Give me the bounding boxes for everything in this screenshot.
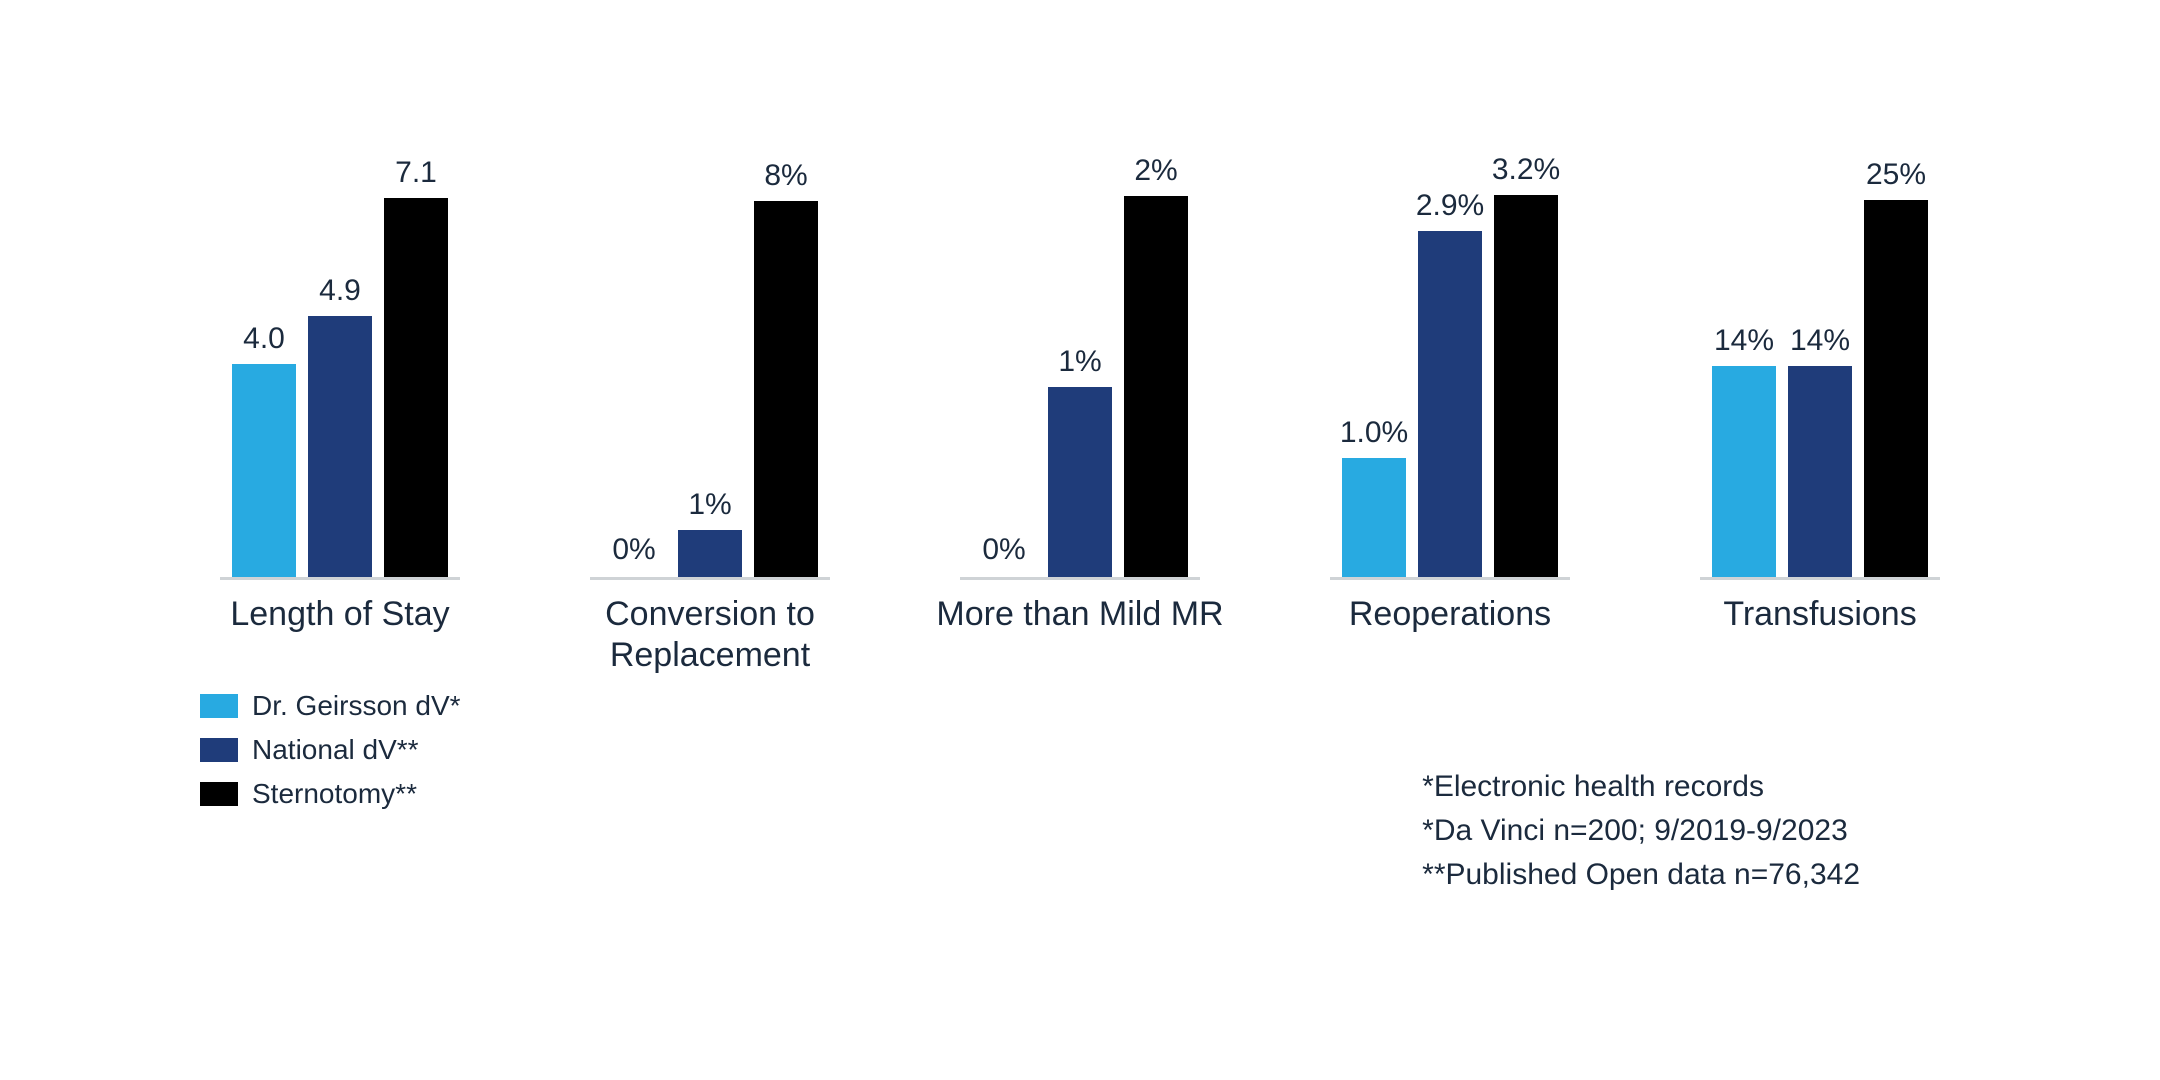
- legend-swatch: [200, 782, 238, 806]
- legend-item: National dV**: [200, 734, 461, 766]
- bar-value-label: 14%: [1714, 324, 1774, 358]
- bar-wrap: 14%: [1788, 120, 1852, 577]
- bar-value-label: 7.1: [395, 156, 437, 190]
- legend-swatch: [200, 738, 238, 762]
- bar-sternotomy: [384, 198, 448, 577]
- bar-wrap: 7.1: [384, 120, 448, 577]
- bar-value-label: 14%: [1790, 324, 1850, 358]
- group-label: Length of Stay: [230, 594, 449, 678]
- bars-frame: 14% 14% 25%: [1700, 120, 1940, 580]
- bar-national: [1788, 366, 1852, 577]
- legend: Dr. Geirsson dV* National dV** Sternotomy*…: [200, 690, 461, 810]
- bar-national: [308, 316, 372, 577]
- bar-value-label: 0%: [612, 533, 655, 567]
- bars-frame: 1.0% 2.9%3.2%: [1330, 120, 1570, 580]
- bar-value-label: 25%: [1866, 158, 1926, 192]
- bar-value-label: 3.2%: [1492, 153, 1560, 187]
- bars-frame: 0% 1% 8%: [590, 120, 830, 580]
- bar-sternotomy: [1124, 196, 1188, 577]
- bar-wrap: 4.0: [232, 120, 296, 577]
- bar-national: [1418, 231, 1482, 577]
- bar-wrap: 0%: [972, 120, 1036, 577]
- bar-value-label: 2.9%: [1416, 189, 1484, 223]
- bar-geirsson: [232, 364, 296, 577]
- bar-sternotomy: [1864, 200, 1928, 577]
- bar-geirsson: [1712, 366, 1776, 577]
- legend-label: National dV**: [252, 734, 419, 766]
- bar-geirsson: [1342, 458, 1406, 577]
- chart-group: 0% 1% 2% More than Mild MR: [920, 120, 1240, 678]
- bar-wrap: 14%: [1712, 120, 1776, 577]
- bar-wrap: 2.9%: [1418, 120, 1482, 577]
- bar-value-label: 1%: [688, 488, 731, 522]
- chart-group: 0% 1% 8% Conversion to Replacement: [550, 120, 870, 678]
- bar-value-label: 0%: [982, 533, 1025, 567]
- bars-frame: 0% 1% 2%: [960, 120, 1200, 580]
- footnote: *Electronic health records: [1422, 770, 1860, 804]
- bar-wrap: 4.9: [308, 120, 372, 577]
- bar-wrap: 0%: [602, 120, 666, 577]
- bar-wrap: 3.2%: [1494, 120, 1558, 577]
- group-label: More than Mild MR: [936, 594, 1223, 678]
- chart-group: 1.0% 2.9%3.2% Reoperations: [1290, 120, 1610, 678]
- bar-value-label: 4.0: [243, 322, 285, 356]
- footnote: **Published Open data n=76,342: [1422, 858, 1860, 892]
- bar-value-label: 4.9: [319, 274, 361, 308]
- legend-item: Sternotomy**: [200, 778, 461, 810]
- group-label: Conversion to Replacement: [550, 594, 870, 678]
- bar-wrap: 1%: [678, 120, 742, 577]
- legend-swatch: [200, 694, 238, 718]
- footnote: *Da Vinci n=200; 9/2019-9/2023: [1422, 814, 1860, 848]
- group-label: Reoperations: [1349, 594, 1551, 678]
- bar-wrap: 25%: [1864, 120, 1928, 577]
- bars-frame: 4.0 4.9 7.1: [220, 120, 460, 580]
- bar-wrap: 2%: [1124, 120, 1188, 577]
- group-label: Transfusions: [1723, 594, 1916, 678]
- legend-item: Dr. Geirsson dV*: [200, 690, 461, 722]
- grouped-bar-chart: 4.0 4.9 7.1 Length of Stay 0% 1% 8% Conversion …: [180, 120, 1980, 678]
- footnotes: *Electronic health records *Da Vinci n=20…: [1422, 770, 1860, 892]
- bar-wrap: 8%: [754, 120, 818, 577]
- bar-sternotomy: [1494, 195, 1558, 577]
- chart-group: 4.0 4.9 7.1 Length of Stay: [180, 120, 500, 678]
- bar-value-label: 8%: [764, 159, 807, 193]
- bar-sternotomy: [754, 201, 818, 577]
- chart-canvas: 4.0 4.9 7.1 Length of Stay 0% 1% 8% Conversion …: [0, 0, 2160, 1080]
- bar-value-label: 1.0%: [1340, 416, 1408, 450]
- bar-wrap: 1.0%: [1342, 120, 1406, 577]
- bar-value-label: 1%: [1058, 345, 1101, 379]
- chart-group: 14% 14% 25% Transfusions: [1660, 120, 1980, 678]
- bar-wrap: 1%: [1048, 120, 1112, 577]
- bar-national: [1048, 387, 1112, 577]
- legend-label: Dr. Geirsson dV*: [252, 690, 461, 722]
- bar-value-label: 2%: [1134, 154, 1177, 188]
- legend-label: Sternotomy**: [252, 778, 417, 810]
- bar-national: [678, 530, 742, 577]
